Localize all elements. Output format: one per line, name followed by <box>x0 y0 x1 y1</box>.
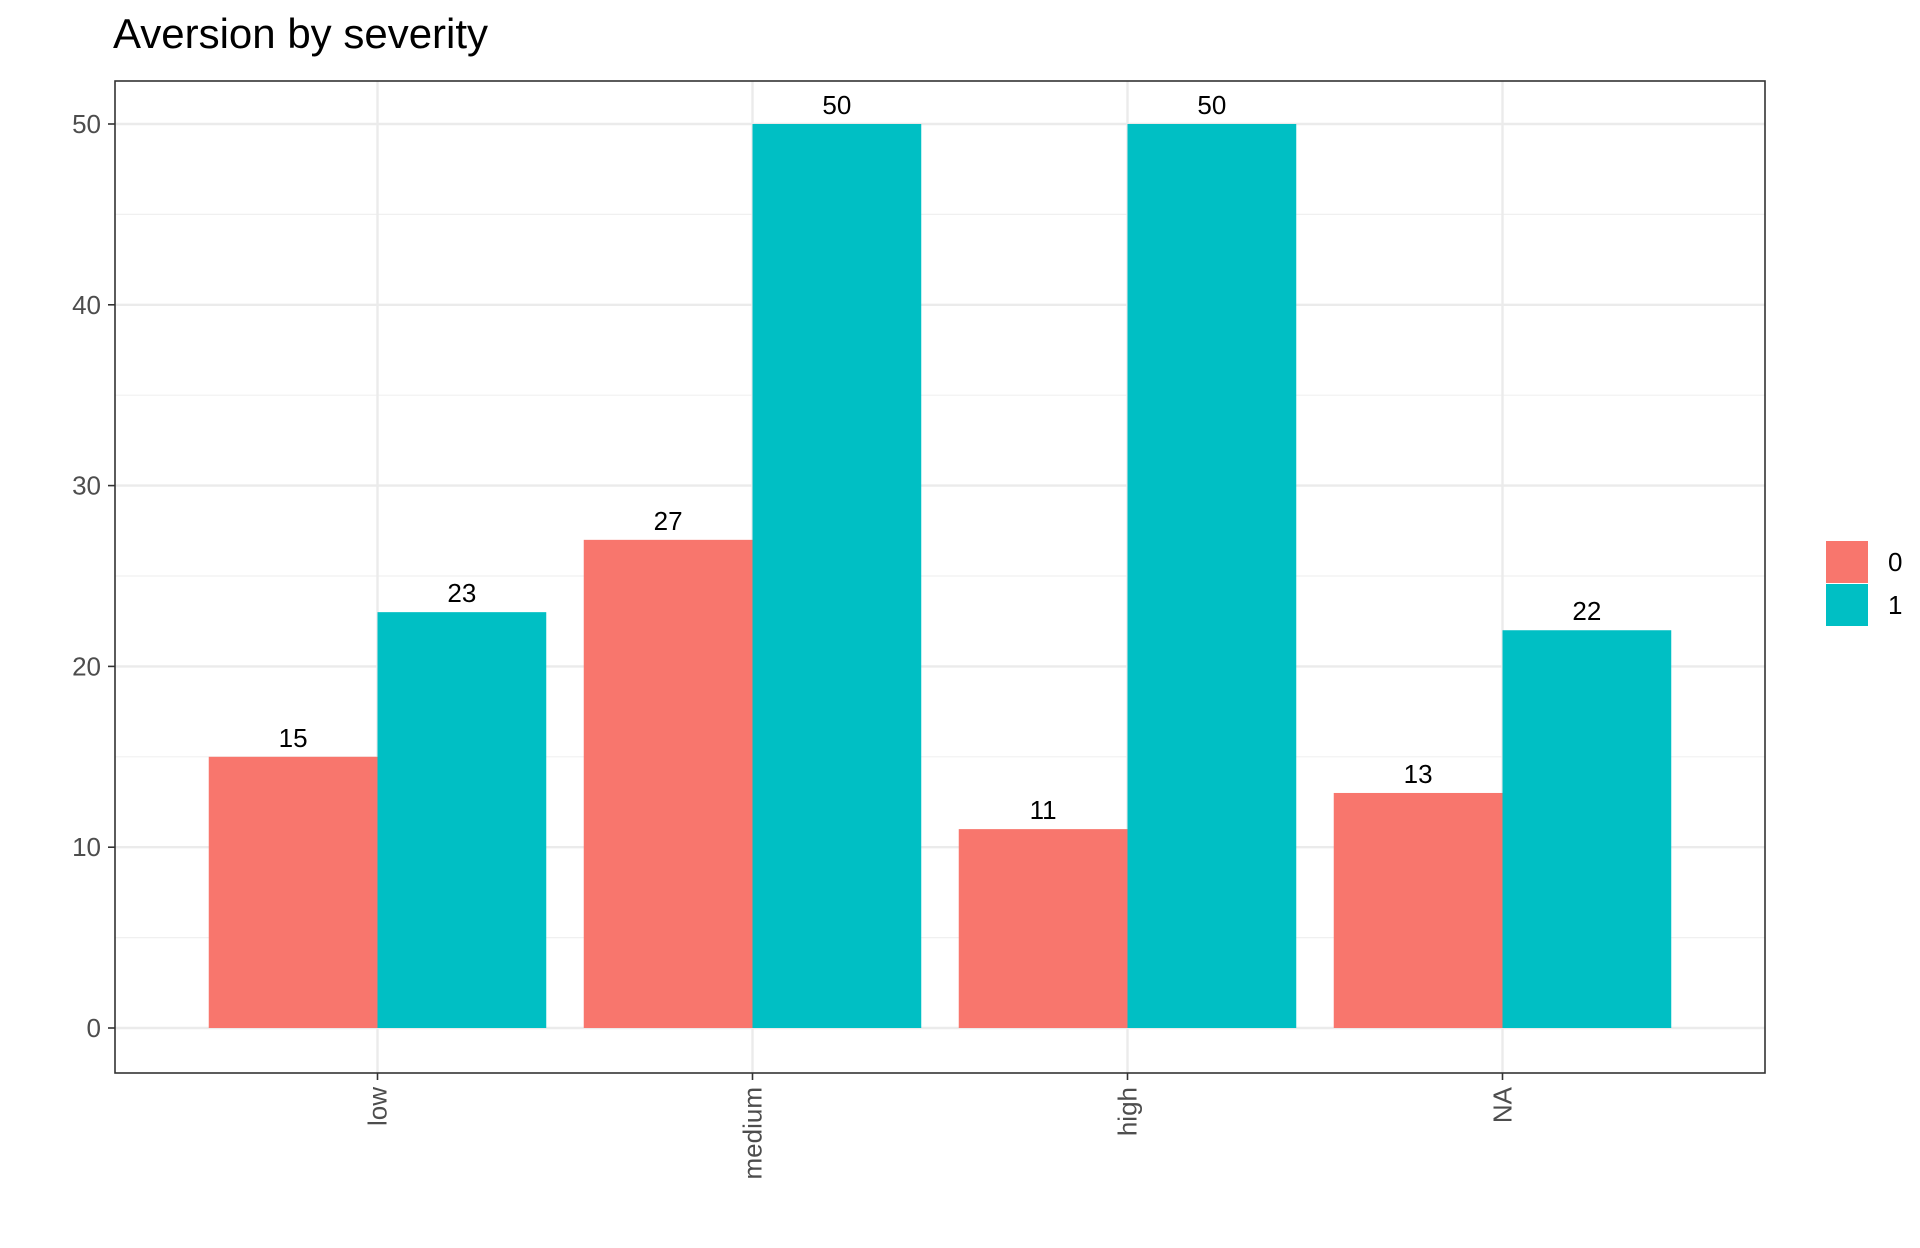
bar-value-label: 23 <box>447 578 476 608</box>
bar-value-label: 13 <box>1404 759 1433 789</box>
chart-title: Aversion by severity <box>113 10 489 57</box>
legend: 01 <box>1826 541 1902 626</box>
y-tick-label: 50 <box>72 109 101 139</box>
bar-value-label: 50 <box>1197 90 1226 120</box>
y-tick-label: 30 <box>72 471 101 501</box>
x-tick-label: medium <box>738 1087 768 1179</box>
axes: 0 10 20 30 40 50 low medium high NA <box>72 109 1517 1179</box>
bar <box>208 756 378 1028</box>
bar <box>1333 792 1503 1028</box>
bar <box>1127 124 1297 1028</box>
x-tick-label: high <box>1113 1087 1143 1136</box>
data-labels: 15 23 27 50 11 50 13 22 <box>279 90 1602 825</box>
bar-value-label: 15 <box>279 723 308 753</box>
legend-key <box>1826 584 1868 626</box>
bar <box>958 829 1128 1028</box>
legend-label: 1 <box>1888 590 1902 620</box>
panel-border <box>114 80 1766 1074</box>
bar-value-label: 50 <box>822 90 851 120</box>
x-tick-label: low <box>363 1087 393 1126</box>
bar <box>1502 630 1672 1028</box>
bar <box>583 539 753 1028</box>
bar-value-label: 27 <box>654 506 683 536</box>
y-tick-label: 20 <box>72 651 101 681</box>
bar <box>377 612 547 1028</box>
bar-value-label: 22 <box>1572 596 1601 626</box>
bar-value-label: 11 <box>1030 795 1057 825</box>
y-tick-label: 40 <box>72 290 101 320</box>
legend-label: 0 <box>1888 547 1902 577</box>
x-tick-label: NA <box>1488 1086 1518 1123</box>
bar <box>752 124 922 1028</box>
y-tick-label: 0 <box>87 1013 101 1043</box>
y-tick-label: 10 <box>72 832 101 862</box>
bars <box>208 124 1672 1028</box>
legend-key <box>1826 541 1868 583</box>
